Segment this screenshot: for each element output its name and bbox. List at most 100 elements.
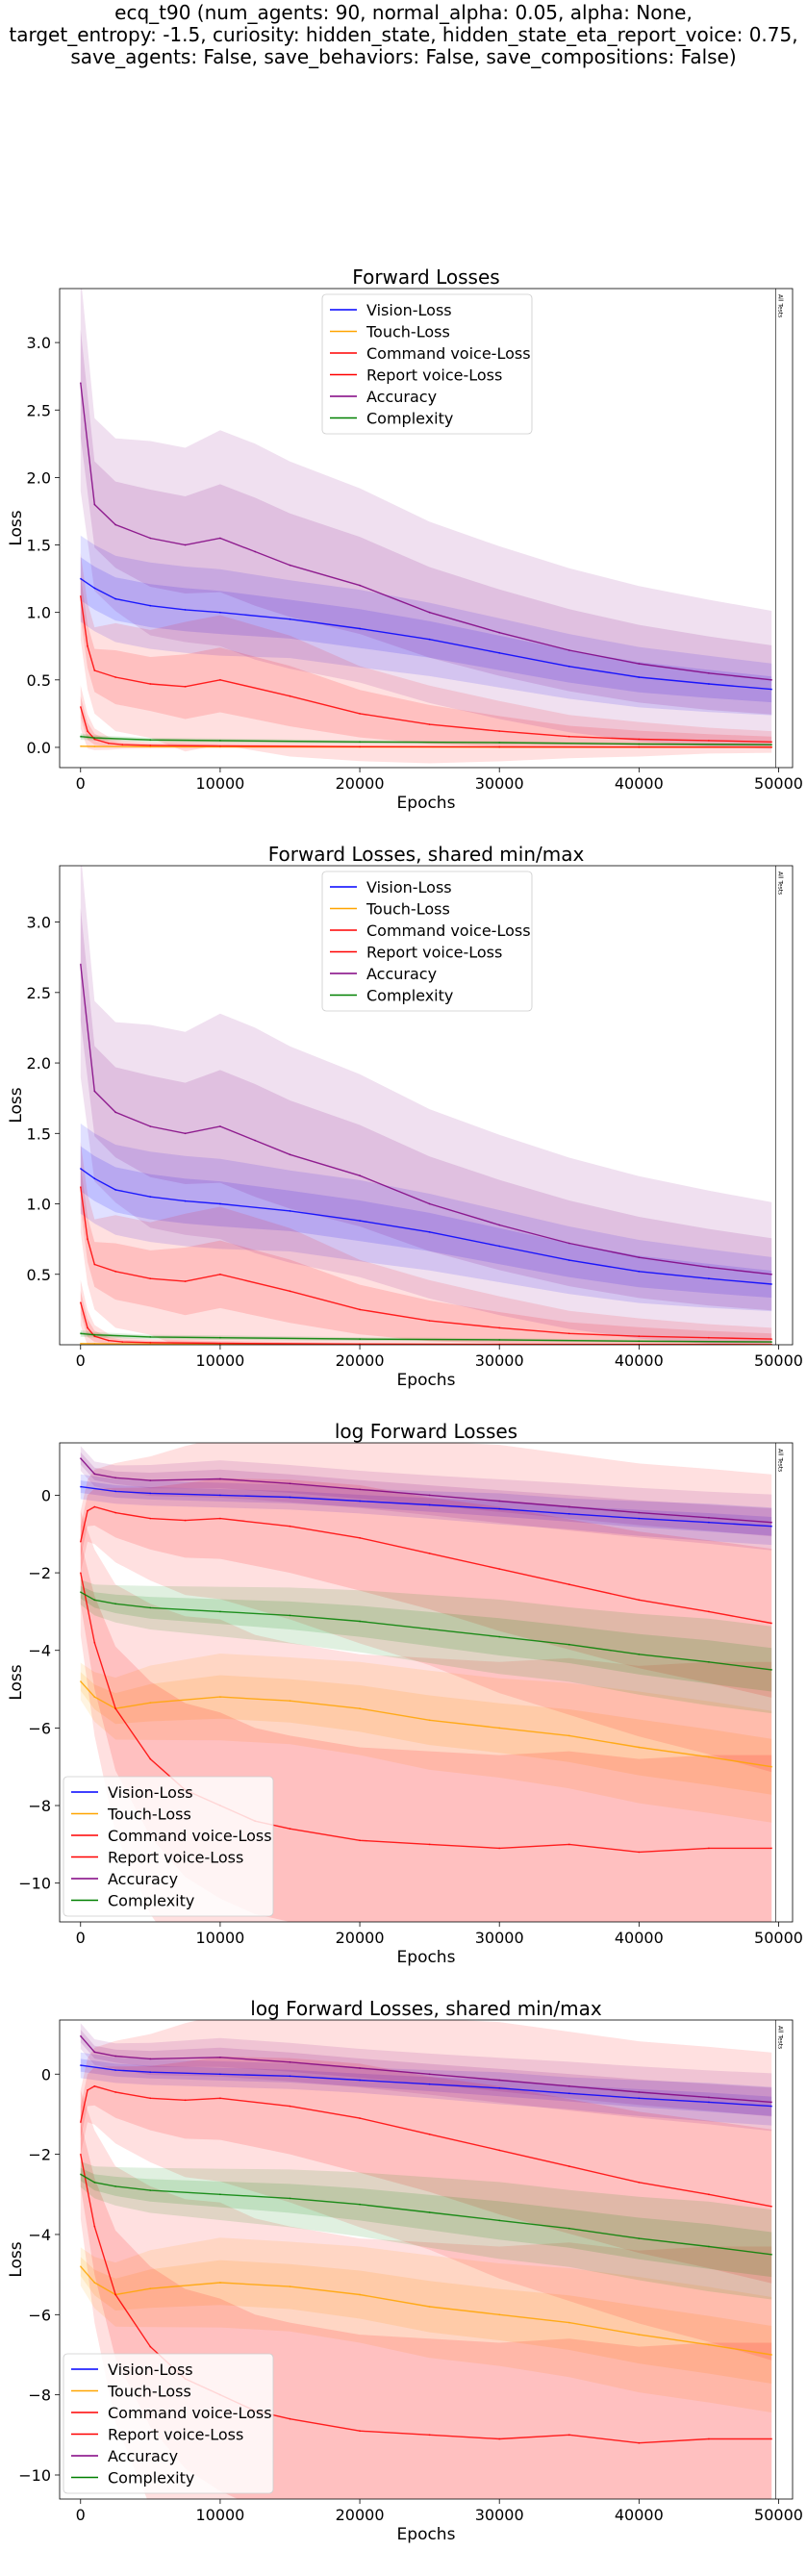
series-line-complexity: [80, 1332, 772, 1343]
data-point-accuracy: [359, 1488, 361, 1491]
y-tick-label: 2.0: [27, 468, 51, 487]
band-inner-vision-loss: [80, 2058, 772, 2116]
x-axis-label: Epochs: [397, 1948, 456, 1967]
data-point-accuracy: [770, 678, 773, 681]
data-point-accuracy: [770, 1273, 773, 1275]
series-line-vision-loss: [80, 1168, 772, 1285]
data-point-command-voice-loss: [149, 683, 152, 685]
legend-label-command-voice-loss: Command voice-Loss: [108, 1827, 272, 1845]
legend-label-report-voice-loss: Report voice-Loss: [366, 944, 502, 962]
data-point-complexity: [359, 1338, 361, 1340]
data-point-report-voice-loss: [638, 2441, 641, 2444]
data-point-command-voice-loss: [149, 1517, 152, 1520]
x-tick-label: 50000: [754, 1929, 803, 1947]
suptitle-line-2: target_entropy: -1.5, curiosity: hidden_…: [9, 23, 798, 46]
data-point-accuracy: [114, 1477, 116, 1479]
y-tick-label: −10: [18, 2466, 51, 2485]
data-point-vision-loss: [114, 2069, 116, 2071]
legend-label-command-voice-loss: Command voice-Loss: [108, 2404, 272, 2422]
band-inner-touch-loss: [80, 1672, 772, 1795]
x-tick-label: 30000: [475, 1929, 524, 1947]
data-point-command-voice-loss: [638, 2181, 641, 2184]
legend-label-report-voice-loss: Report voice-Loss: [366, 366, 502, 385]
legend-label-command-voice-loss: Command voice-Loss: [366, 922, 531, 940]
band-inner-command-voice-loss: [80, 2056, 772, 2284]
y-tick-label: 0.5: [27, 671, 51, 690]
suptitle-line-3: save_agents: False, save_behaviors: Fals…: [70, 45, 737, 68]
series-line-complexity: [80, 736, 772, 745]
data-point-complexity: [770, 744, 773, 746]
chart-panel-log-forward-losses: log Forward Losses All Tests 0 10000 20000 30…: [0, 1420, 807, 1999]
data-point-vision-loss: [498, 651, 501, 654]
forward-losses-chart: Forward Losses All Tests 0 10000 20000 30000 4…: [7, 265, 803, 813]
data-point-command-voice-loss: [359, 1308, 361, 1311]
data-point-accuracy: [359, 584, 361, 587]
data-point-complexity: [498, 742, 501, 744]
data-point-command-voice-loss: [428, 723, 431, 725]
data-point-accuracy: [289, 1153, 291, 1156]
data-point-complexity: [149, 739, 152, 742]
data-point-touch-loss: [149, 1702, 152, 1705]
data-point-report-voice-loss: [219, 1342, 221, 1345]
data-point-accuracy: [93, 1090, 96, 1093]
legend-label-touch-loss: Touch-Loss: [366, 323, 450, 341]
data-point-report-voice-loss: [359, 745, 361, 748]
data-point-complexity: [428, 2211, 431, 2213]
data-point-vision-loss: [184, 1200, 187, 1202]
data-point-accuracy: [428, 611, 431, 614]
data-point-accuracy: [289, 564, 291, 567]
data-point-command-voice-loss: [93, 1263, 96, 1266]
data-point-complexity: [638, 1653, 641, 1655]
data-point-vision-loss: [359, 2079, 361, 2082]
y-tick-label: −6: [28, 1719, 51, 1737]
all-tests-label: All Tests: [777, 294, 784, 317]
band-inner-command-voice-loss: [80, 574, 772, 748]
data-point-touch-loss: [638, 2334, 641, 2336]
data-point-report-voice-loss: [770, 2437, 773, 2440]
data-point-command-voice-loss: [289, 2105, 291, 2108]
data-point-vision-loss: [638, 676, 641, 678]
data-point-vision-loss: [567, 1512, 570, 1515]
y-tick-label: −4: [28, 2226, 51, 2244]
data-point-command-voice-loss: [770, 741, 773, 744]
band-inner-complexity: [80, 1585, 772, 1692]
band-inner-vision-loss: [80, 1480, 772, 1536]
data-point-complexity: [638, 1340, 641, 1343]
data-point-report-voice-loss: [359, 2430, 361, 2433]
data-point-report-voice-loss: [708, 1847, 710, 1850]
band-outer-complexity: [80, 733, 772, 746]
legend: Vision-Loss Touch-Loss Command voice-Loss R…: [321, 293, 533, 435]
data-point-report-voice-loss: [638, 1851, 641, 1854]
data-point-report-voice-loss: [219, 745, 221, 747]
data-point-accuracy: [184, 1132, 187, 1135]
data-point-accuracy: [359, 1174, 361, 1177]
data-point-accuracy: [638, 1256, 641, 1259]
data-point-vision-loss: [219, 2073, 221, 2076]
y-tick-label: 0.5: [27, 1266, 51, 1284]
legend-box: [63, 2353, 274, 2494]
data-point-command-voice-loss: [428, 1553, 431, 1554]
data-point-command-voice-loss: [567, 735, 570, 738]
data-point-touch-loss: [93, 745, 96, 747]
data-point-complexity: [93, 1333, 96, 1336]
data-point-touch-loss: [498, 1727, 501, 1730]
data-point-vision-loss: [708, 1521, 710, 1524]
data-point-complexity: [567, 1643, 570, 1646]
data-point-report-voice-loss: [93, 1641, 96, 1644]
x-tick-label: 20000: [336, 1351, 385, 1370]
legend-label-complexity: Complexity: [108, 1892, 194, 1910]
data-point-report-voice-loss: [708, 2437, 710, 2440]
data-point-command-voice-loss: [93, 1505, 96, 1508]
data-point-command-voice-loss: [184, 2099, 187, 2102]
legend-label-accuracy: Accuracy: [108, 2447, 178, 2465]
data-point-report-voice-loss: [567, 2434, 570, 2437]
data-point-command-voice-loss: [87, 1509, 88, 1512]
plot-area: [79, 289, 773, 764]
x-tick-label: 10000: [195, 774, 244, 793]
data-point-report-voice-loss: [498, 745, 501, 748]
data-point-accuracy: [149, 1479, 152, 1481]
data-point-vision-loss: [498, 1245, 501, 1248]
data-point-accuracy: [498, 1224, 501, 1226]
log-forward-losses-chart: log Forward Losses All Tests 0 10000 20000 30…: [7, 1420, 803, 1967]
data-point-accuracy: [149, 2058, 152, 2060]
